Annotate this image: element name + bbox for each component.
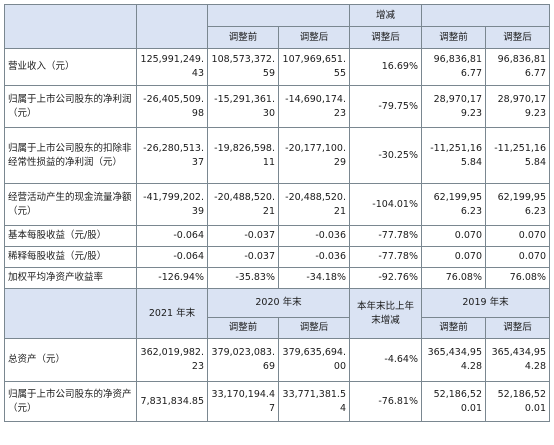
cell-2019-after: -11,251,165.84: [485, 127, 550, 184]
cell-2020-after: -20,177,100.29: [278, 127, 350, 184]
header-row-2: 2021 年末 2020 年末 本年末比上年末增减 2019 年末: [4, 288, 550, 339]
cell-2020-after: -34.18%: [278, 267, 350, 289]
cell-2020-before: 108,573,372.59: [207, 48, 279, 86]
cell-2020-before: -15,291,361.30: [207, 85, 279, 128]
cell-2020-after: 107,969,651.55: [278, 48, 350, 86]
cell-2019-before: 0.070: [421, 246, 486, 268]
cell-2020-after: -14,690,174.23: [278, 85, 350, 128]
header2-2019: 2019 年末: [421, 288, 550, 318]
cell-change: -76.81%: [349, 381, 422, 422]
cell-2020-after: 379,635,694.00: [278, 338, 350, 382]
table-row: 基本每股收益（元/股） -0.064 -0.037 -0.036 -77.78%…: [4, 225, 550, 247]
row-label: 归属于上市公司股东的净资产（元）: [4, 381, 137, 422]
table-row: 稀释每股收益（元/股） -0.064 -0.037 -0.036 -77.78%…: [4, 246, 550, 268]
cell-change: 16.69%: [349, 48, 422, 86]
cell-2019-after: 0.070: [485, 246, 550, 268]
row-label: 基本每股收益（元/股）: [4, 225, 137, 247]
cell-2021: -26,405,509.98: [136, 85, 208, 128]
cell-2019-before: 62,199,956.23: [421, 183, 486, 226]
subheader2-2020-before: 调整前: [207, 317, 279, 339]
cell-2020-before: -0.037: [207, 246, 279, 268]
subheader-2019-after: 调整后: [485, 26, 550, 49]
header2-2021: 2021 年末: [136, 288, 208, 339]
subheader-change-after: 调整后: [349, 26, 422, 49]
subheader-2020-before: 调整前: [207, 26, 279, 49]
cell-2019-before: 52,186,520.01: [421, 381, 486, 422]
subheader-2019-before: 调整前: [421, 26, 486, 49]
cell-2021: 125,991,249.43: [136, 48, 208, 86]
table-row: 经营活动产生的现金流量净额（元） -41,799,202.39 -20,488,…: [4, 183, 550, 226]
cell-change: -77.78%: [349, 246, 422, 268]
header2-2020: 2020 年末: [207, 288, 350, 318]
table-row: 营业收入（元） 125,991,249.43 108,573,372.59 10…: [4, 48, 550, 86]
cell-2021: -26,280,513.37: [136, 127, 208, 184]
cell-2020-after: 33,771,381.54: [278, 381, 350, 422]
subheader-2020-after: 调整后: [278, 26, 350, 49]
cell-change: -4.64%: [349, 338, 422, 382]
cell-2020-before: 33,170,194.47: [207, 381, 279, 422]
header-change: 增减: [349, 4, 422, 27]
cell-2020-before: -35.83%: [207, 267, 279, 289]
cell-2019-before: -11,251,165.84: [421, 127, 486, 184]
cell-2020-before: -19,826,598.11: [207, 127, 279, 184]
cell-2021: 362,019,982.23: [136, 338, 208, 382]
cell-2019-before: 365,434,954.28: [421, 338, 486, 382]
row-label: 归属于上市公司股东的扣除非经常性损益的净利润（元）: [4, 127, 137, 184]
cell-2020-before: 379,023,083.69: [207, 338, 279, 382]
row-label: 加权平均净资产收益率: [4, 267, 137, 289]
cell-2021: -0.064: [136, 246, 208, 268]
cell-change: -30.25%: [349, 127, 422, 184]
table-row: 归属于上市公司股东的净资产（元） 7,831,834.85 33,170,194…: [4, 381, 550, 422]
table-row: 归属于上市公司股东的扣除非经常性损益的净利润（元） -26,280,513.37…: [4, 127, 550, 184]
cell-2020-after: -0.036: [278, 246, 350, 268]
cell-2019-after: 365,434,954.28: [485, 338, 550, 382]
row-label: 经营活动产生的现金流量净额（元）: [4, 183, 137, 226]
table-row: 归属于上市公司股东的净利润（元） -26,405,509.98 -15,291,…: [4, 85, 550, 128]
table-row: 总资产（元） 362,019,982.23 379,023,083.69 379…: [4, 338, 550, 382]
cell-2019-after: 52,186,520.01: [485, 381, 550, 422]
header2-blank-label: [4, 288, 137, 339]
cell-2020-after: -20,488,520.21: [278, 183, 350, 226]
cell-change: -77.78%: [349, 225, 422, 247]
header-blank-2019: [421, 4, 550, 27]
cell-2019-before: 0.070: [421, 225, 486, 247]
row-label: 归属于上市公司股东的净利润（元）: [4, 85, 137, 128]
row-label: 营业收入（元）: [4, 48, 137, 86]
header-blank-2020: [207, 4, 350, 27]
table-row: 加权平均净资产收益率 -126.94% -35.83% -34.18% -92.…: [4, 267, 550, 289]
cell-2020-before: -20,488,520.21: [207, 183, 279, 226]
header-row: 增减: [4, 4, 550, 49]
header-blank-label: [4, 4, 137, 49]
subheader2-2019-after: 调整后: [485, 317, 550, 339]
row-label: 总资产（元）: [4, 338, 137, 382]
cell-2019-after: 0.070: [485, 225, 550, 247]
cell-2021: 7,831,834.85: [136, 381, 208, 422]
cell-change: -92.76%: [349, 267, 422, 289]
header-blank-2021: [136, 4, 208, 49]
header2-change: 本年末比上年末增减: [349, 288, 422, 339]
subheader-row-2: 调整前 调整后 调整前 调整后: [5, 317, 550, 339]
cell-2021: -0.064: [136, 225, 208, 247]
subheader2-2019-before: 调整前: [421, 317, 486, 339]
cell-2019-before: 76.08%: [421, 267, 486, 289]
cell-2019-before: 96,836,816.77: [421, 48, 486, 86]
cell-2020-after: -0.036: [278, 225, 350, 247]
cell-2019-after: 76.08%: [485, 267, 550, 289]
cell-2019-after: 96,836,816.77: [485, 48, 550, 86]
cell-2021: -41,799,202.39: [136, 183, 208, 226]
cell-change: -79.75%: [349, 85, 422, 128]
cell-2021: -126.94%: [136, 267, 208, 289]
row-label: 稀释每股收益（元/股）: [4, 246, 137, 268]
cell-change: -104.01%: [349, 183, 422, 226]
cell-2019-after: 62,199,956.23: [485, 183, 550, 226]
cell-2019-before: 28,970,179.23: [421, 85, 486, 128]
cell-2019-after: 28,970,179.23: [485, 85, 550, 128]
cell-2020-before: -0.037: [207, 225, 279, 247]
subheader2-2020-after: 调整后: [278, 317, 350, 339]
financial-indicators-table: 增减 调整前 调整后 调整后 调整前 调整后 营业收入（元） 125,991,2…: [4, 4, 550, 422]
